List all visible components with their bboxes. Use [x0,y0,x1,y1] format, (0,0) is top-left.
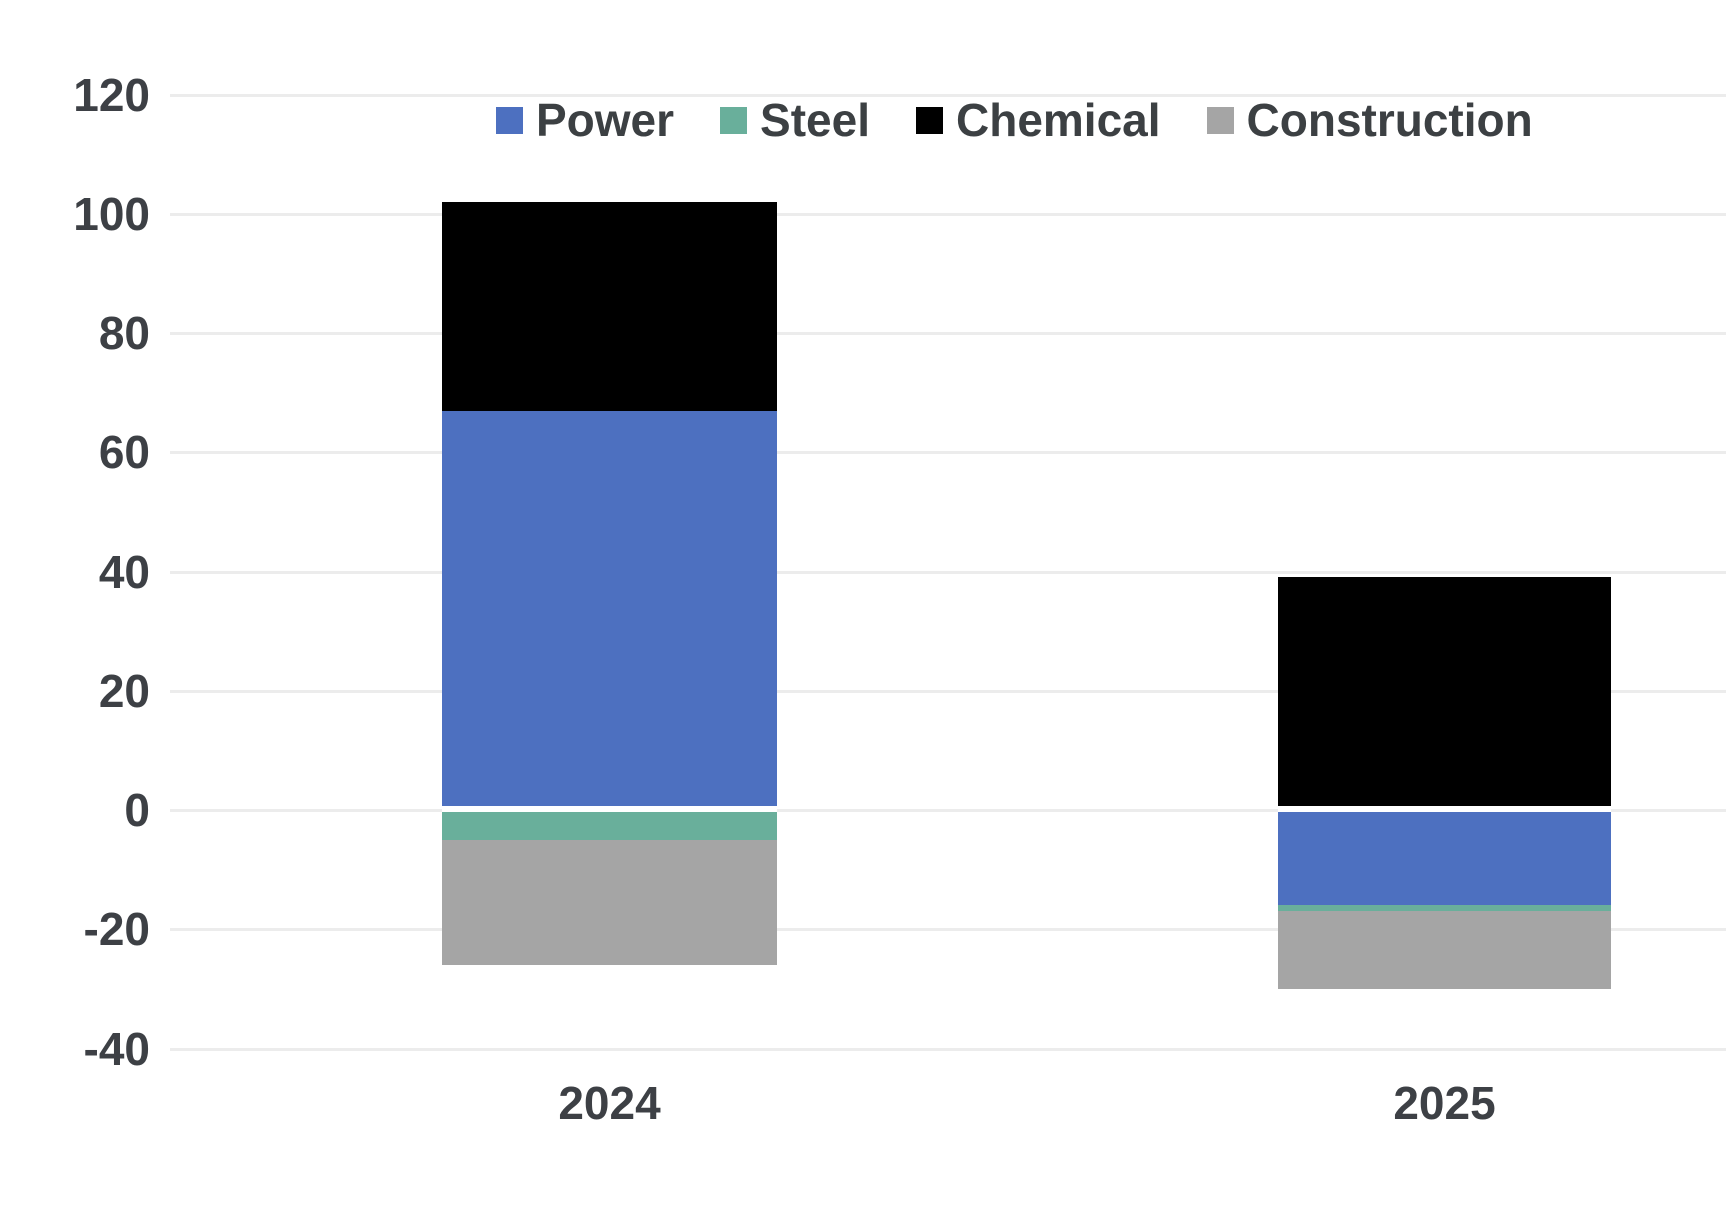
gridline [170,809,1726,812]
gridline [170,570,1726,574]
legend-swatch-icon [496,106,523,134]
bar-segment-power-2025 [1278,810,1611,906]
gridline [170,93,1726,97]
legend-swatch-icon [720,106,748,134]
gridline [170,212,1726,216]
legend-item-chemical: Chemical [916,94,1161,146]
legend-label: Chemical [956,94,1161,146]
legend-label: Steel [760,94,870,146]
zero-baseline [442,806,777,812]
y-tick-label: 0 [124,784,150,836]
gridline [170,689,1726,693]
legend-item-construction: Construction [1206,94,1533,146]
y-tick-label: 100 [73,187,150,240]
bar-segment-construction-2024 [442,839,777,966]
x-axis-label-2025: 2025 [1393,1077,1496,1129]
y-tick-label: 120 [73,68,150,121]
gridline [170,451,1726,455]
legend-label: Power [536,94,675,146]
y-tick-label: 60 [98,426,150,479]
bar-segment-construction-2025 [1278,911,1611,989]
gridline [170,332,1726,335]
legend-item-power: Power [496,94,675,146]
y-tick-label: 40 [98,545,150,598]
chart-legend: Power Steel Chemical Construction [496,94,1533,146]
x-axis-label-2024: 2024 [558,1077,661,1129]
gridline [170,928,1726,932]
gridline [170,1047,1726,1051]
legend-item-steel: Steel [720,94,870,146]
legend-label: Construction [1246,94,1533,146]
bar-segment-power-2024 [442,410,777,810]
y-tick-label: 80 [98,307,150,359]
bar-segment-chemical-2025 [1278,577,1611,810]
legend-swatch-icon [1206,106,1234,134]
zero-baseline [1278,806,1611,812]
bar-segment-steel-2024 [442,810,777,840]
y-tick-label: -20 [83,903,150,956]
legend-swatch-icon [916,106,943,134]
y-tick-label: -40 [83,1022,150,1075]
bar-segment-steel-2025 [1278,905,1611,912]
y-tick-label: 20 [98,664,150,717]
bar-segment-chemical-2024 [442,201,777,411]
